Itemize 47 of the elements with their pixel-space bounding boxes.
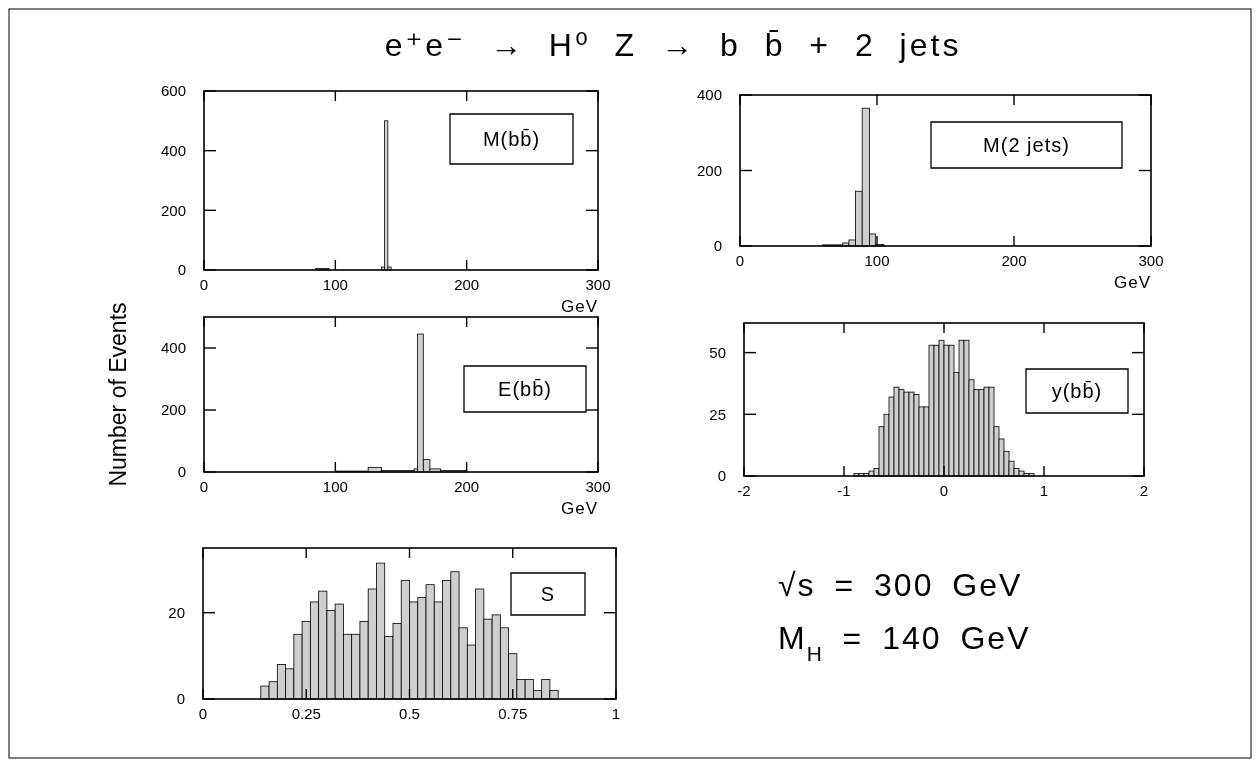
y-tick-label: 0: [176, 690, 185, 708]
x-tick-label: 100: [864, 252, 890, 269]
x-axis-title: GeV: [560, 499, 598, 518]
x-tick-label: 0: [939, 482, 949, 499]
y-tick-label: 200: [160, 201, 186, 219]
x-tick-label: 300: [585, 276, 611, 293]
x-tick-label: 200: [454, 276, 480, 293]
y-axis-title: Number of Events: [105, 302, 131, 487]
text: M(2 jets): [983, 134, 1070, 156]
x-tick-label: 2: [1139, 482, 1149, 499]
x-tick-label: 0: [735, 252, 745, 269]
y-tick-label: 200: [160, 401, 186, 419]
x-axis-title: GeV: [560, 297, 598, 316]
y-tick-label: 20: [168, 603, 185, 621]
y-tick-label: 400: [160, 339, 186, 357]
x-tick-label: 300: [1138, 252, 1164, 269]
x-tick-label: -2: [737, 482, 751, 499]
x-tick-label: 100: [322, 478, 348, 495]
x-tick-label: 0: [199, 276, 209, 293]
x-axis-title: GeV: [1113, 273, 1151, 292]
text: S: [540, 583, 556, 605]
y-tick-label: 25: [709, 405, 726, 423]
x-tick-label: 0: [199, 478, 209, 495]
text: M$_{H}$ = 140 GeV: [778, 620, 1031, 665]
x-tick-label: 0.5: [399, 705, 420, 722]
x-tick-label: 100: [322, 276, 348, 293]
y-tick-label: 200: [696, 161, 722, 179]
y-tick-label: 0: [177, 463, 186, 481]
text: E(bb̄): [498, 377, 552, 400]
x-tick-label: 1: [1039, 482, 1049, 499]
y-tick-label: 50: [709, 343, 726, 361]
y-tick-label: 400: [696, 86, 722, 104]
text: y(bb̄): [1051, 379, 1103, 402]
y-tick-label: 600: [160, 82, 186, 100]
x-tick-label: 300: [585, 478, 611, 495]
text: e⁺e⁻ → H⁰ Z → b b̄ + 2 jets: [384, 27, 962, 63]
x-tick-label: 0.75: [498, 705, 528, 722]
x-tick-label: 0: [198, 705, 208, 722]
y-tick-label: 0: [713, 237, 722, 255]
x-tick-label: 0.25: [291, 705, 321, 722]
y-tick-label: 400: [160, 141, 186, 159]
text: √s = 300 GeV: [778, 567, 1023, 603]
x-tick-label: 200: [1001, 252, 1027, 269]
x-tick-label: -1: [837, 482, 851, 499]
text: M(bb̄): [482, 127, 541, 150]
x-tick-label: 200: [454, 478, 480, 495]
x-tick-label: 1: [611, 705, 621, 722]
